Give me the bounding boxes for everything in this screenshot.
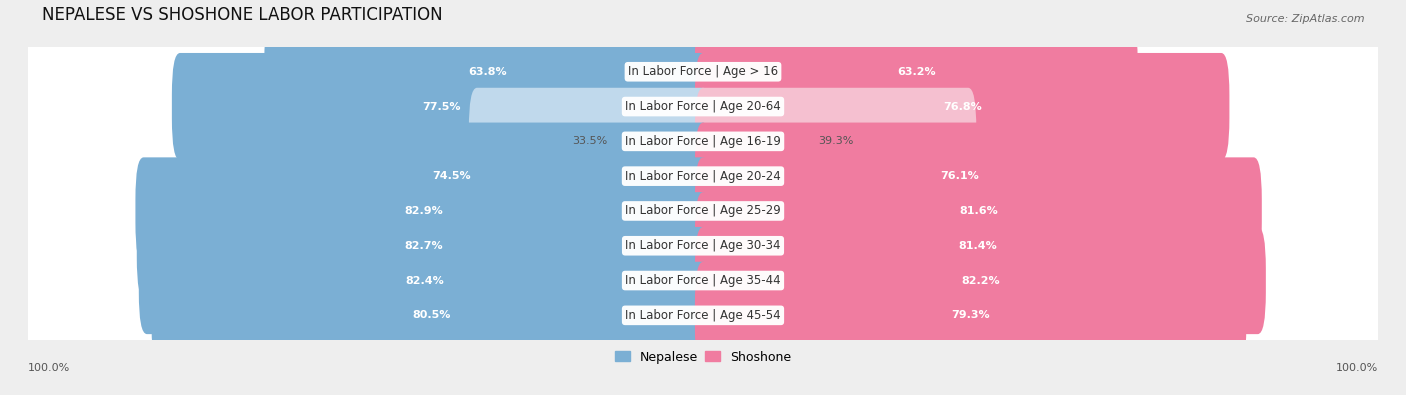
FancyBboxPatch shape (135, 157, 711, 265)
Text: 81.6%: 81.6% (959, 206, 998, 216)
Text: In Labor Force | Age > 16: In Labor Force | Age > 16 (628, 65, 778, 78)
FancyBboxPatch shape (25, 179, 1381, 243)
FancyBboxPatch shape (695, 122, 1225, 230)
Text: 76.1%: 76.1% (941, 171, 979, 181)
Text: In Labor Force | Age 25-29: In Labor Force | Age 25-29 (626, 205, 780, 218)
FancyBboxPatch shape (695, 157, 1261, 265)
Text: In Labor Force | Age 30-34: In Labor Force | Age 30-34 (626, 239, 780, 252)
FancyBboxPatch shape (695, 88, 976, 195)
FancyBboxPatch shape (695, 227, 1265, 334)
Text: 39.3%: 39.3% (818, 136, 853, 147)
FancyBboxPatch shape (695, 262, 1246, 369)
Text: Source: ZipAtlas.com: Source: ZipAtlas.com (1246, 14, 1364, 24)
FancyBboxPatch shape (25, 144, 1381, 209)
Text: 63.8%: 63.8% (468, 67, 508, 77)
Text: 81.4%: 81.4% (959, 241, 997, 251)
Text: 77.5%: 77.5% (422, 102, 461, 111)
Text: 79.3%: 79.3% (952, 310, 990, 320)
Text: 82.2%: 82.2% (962, 276, 1000, 286)
FancyBboxPatch shape (695, 18, 1137, 125)
Text: NEPALESE VS SHOSHONE LABOR PARTICIPATION: NEPALESE VS SHOSHONE LABOR PARTICIPATION (42, 6, 443, 24)
FancyBboxPatch shape (25, 213, 1381, 278)
FancyBboxPatch shape (468, 88, 711, 195)
FancyBboxPatch shape (152, 262, 711, 369)
Text: In Labor Force | Age 45-54: In Labor Force | Age 45-54 (626, 309, 780, 322)
FancyBboxPatch shape (136, 192, 711, 299)
Text: In Labor Force | Age 20-24: In Labor Force | Age 20-24 (626, 169, 780, 182)
FancyBboxPatch shape (25, 40, 1381, 104)
FancyBboxPatch shape (695, 53, 1229, 160)
Text: 82.9%: 82.9% (404, 206, 443, 216)
Text: 63.2%: 63.2% (897, 67, 935, 77)
Text: 74.5%: 74.5% (432, 171, 471, 181)
FancyBboxPatch shape (172, 53, 711, 160)
FancyBboxPatch shape (25, 248, 1381, 313)
Text: 33.5%: 33.5% (572, 136, 607, 147)
Text: 100.0%: 100.0% (1336, 363, 1378, 373)
Text: 80.5%: 80.5% (412, 310, 450, 320)
Text: 100.0%: 100.0% (28, 363, 70, 373)
FancyBboxPatch shape (193, 122, 711, 230)
FancyBboxPatch shape (695, 192, 1260, 299)
FancyBboxPatch shape (264, 18, 711, 125)
FancyBboxPatch shape (25, 283, 1381, 348)
FancyBboxPatch shape (139, 227, 711, 334)
FancyBboxPatch shape (25, 109, 1381, 174)
Text: In Labor Force | Age 35-44: In Labor Force | Age 35-44 (626, 274, 780, 287)
Text: 82.4%: 82.4% (405, 276, 444, 286)
Text: 76.8%: 76.8% (943, 102, 981, 111)
Text: 82.7%: 82.7% (405, 241, 443, 251)
Legend: Nepalese, Shoshone: Nepalese, Shoshone (610, 346, 796, 369)
Text: In Labor Force | Age 20-64: In Labor Force | Age 20-64 (626, 100, 780, 113)
Text: In Labor Force | Age 16-19: In Labor Force | Age 16-19 (626, 135, 780, 148)
FancyBboxPatch shape (25, 74, 1381, 139)
